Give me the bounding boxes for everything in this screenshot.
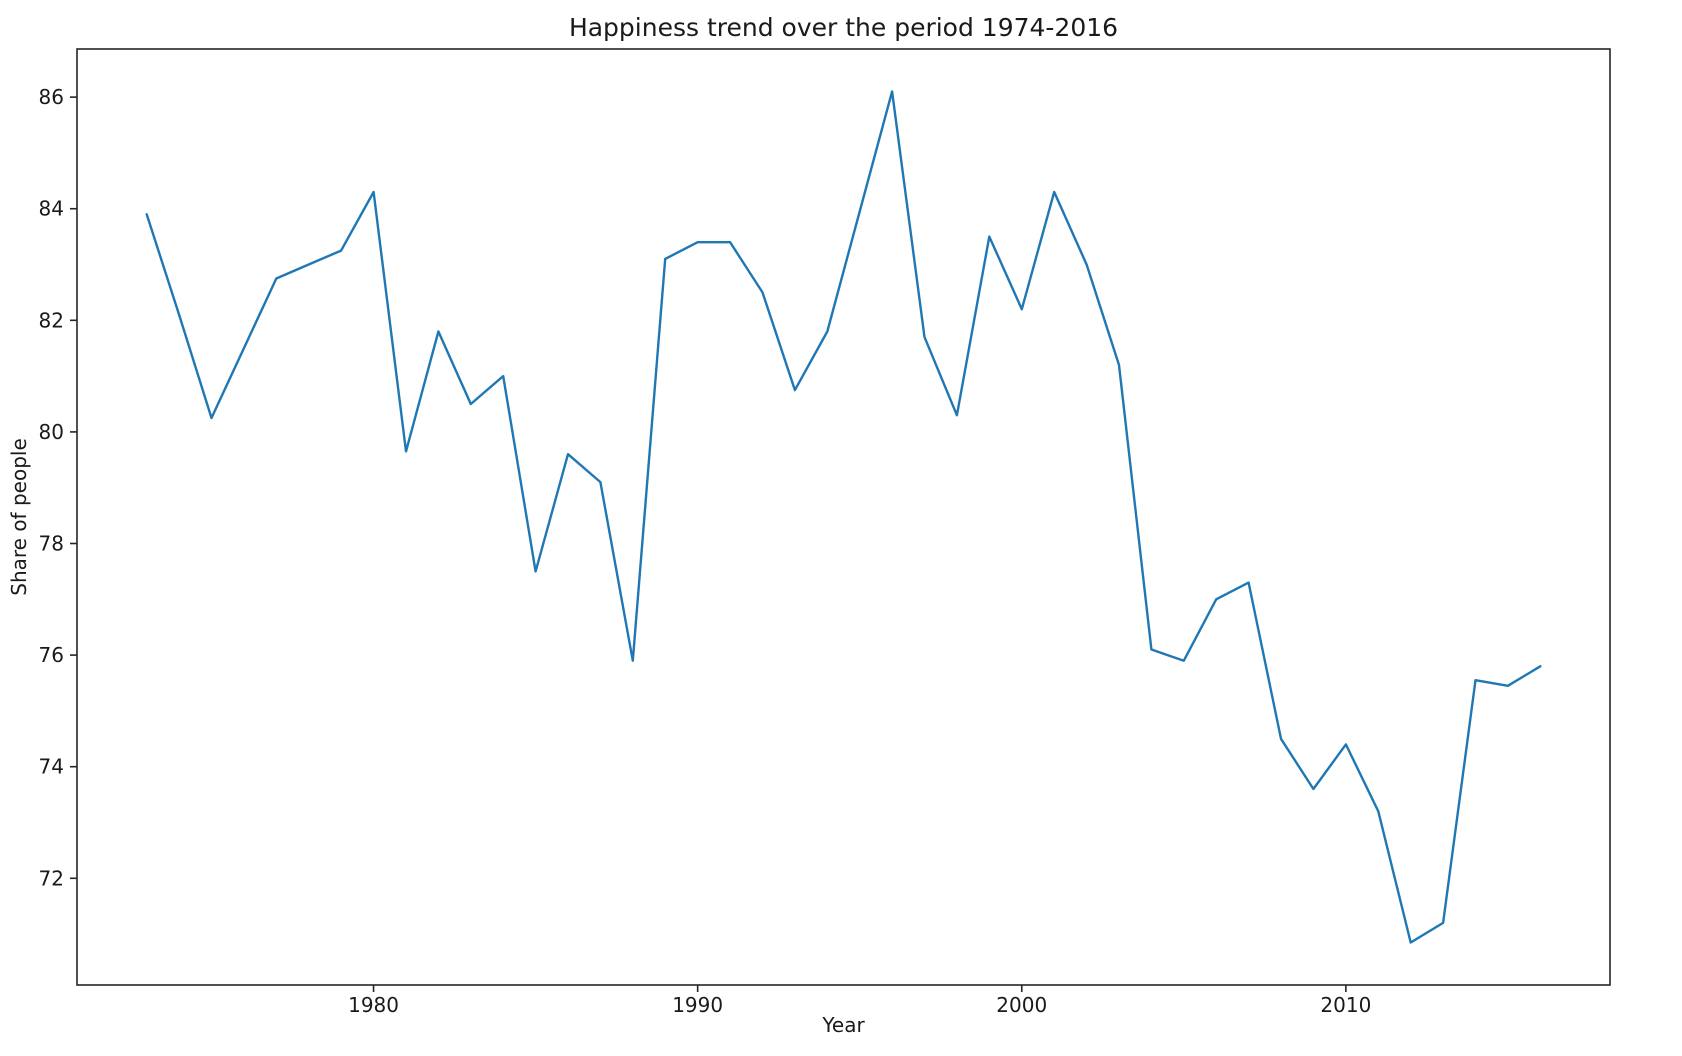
x-tick-label: 2010: [1320, 993, 1371, 1017]
y-tick-label: 80: [39, 420, 64, 444]
x-axis: 1980 1990 2000 2010: [348, 985, 1371, 1017]
y-tick-label: 76: [39, 643, 64, 667]
y-tick-label: 84: [39, 197, 64, 221]
x-axis-label: Year: [821, 1013, 865, 1037]
x-tick-label: 2000: [996, 993, 1047, 1017]
x-tick-label: 1980: [348, 993, 399, 1017]
y-axis: 72 74 76 78 80 82 84 86: [39, 85, 77, 890]
y-tick-label: 74: [39, 755, 64, 779]
y-tick-label: 72: [39, 866, 64, 890]
chart-title: Happiness trend over the period 1974-201…: [569, 13, 1118, 42]
y-tick-label: 82: [39, 308, 64, 332]
x-tick-label: 1990: [672, 993, 723, 1017]
y-tick-label: 86: [39, 85, 64, 109]
y-tick-label: 78: [39, 532, 64, 556]
plot-border: [76, 48, 1611, 986]
trend-line: [145, 90, 1542, 944]
y-axis-label: Share of people: [7, 438, 31, 596]
